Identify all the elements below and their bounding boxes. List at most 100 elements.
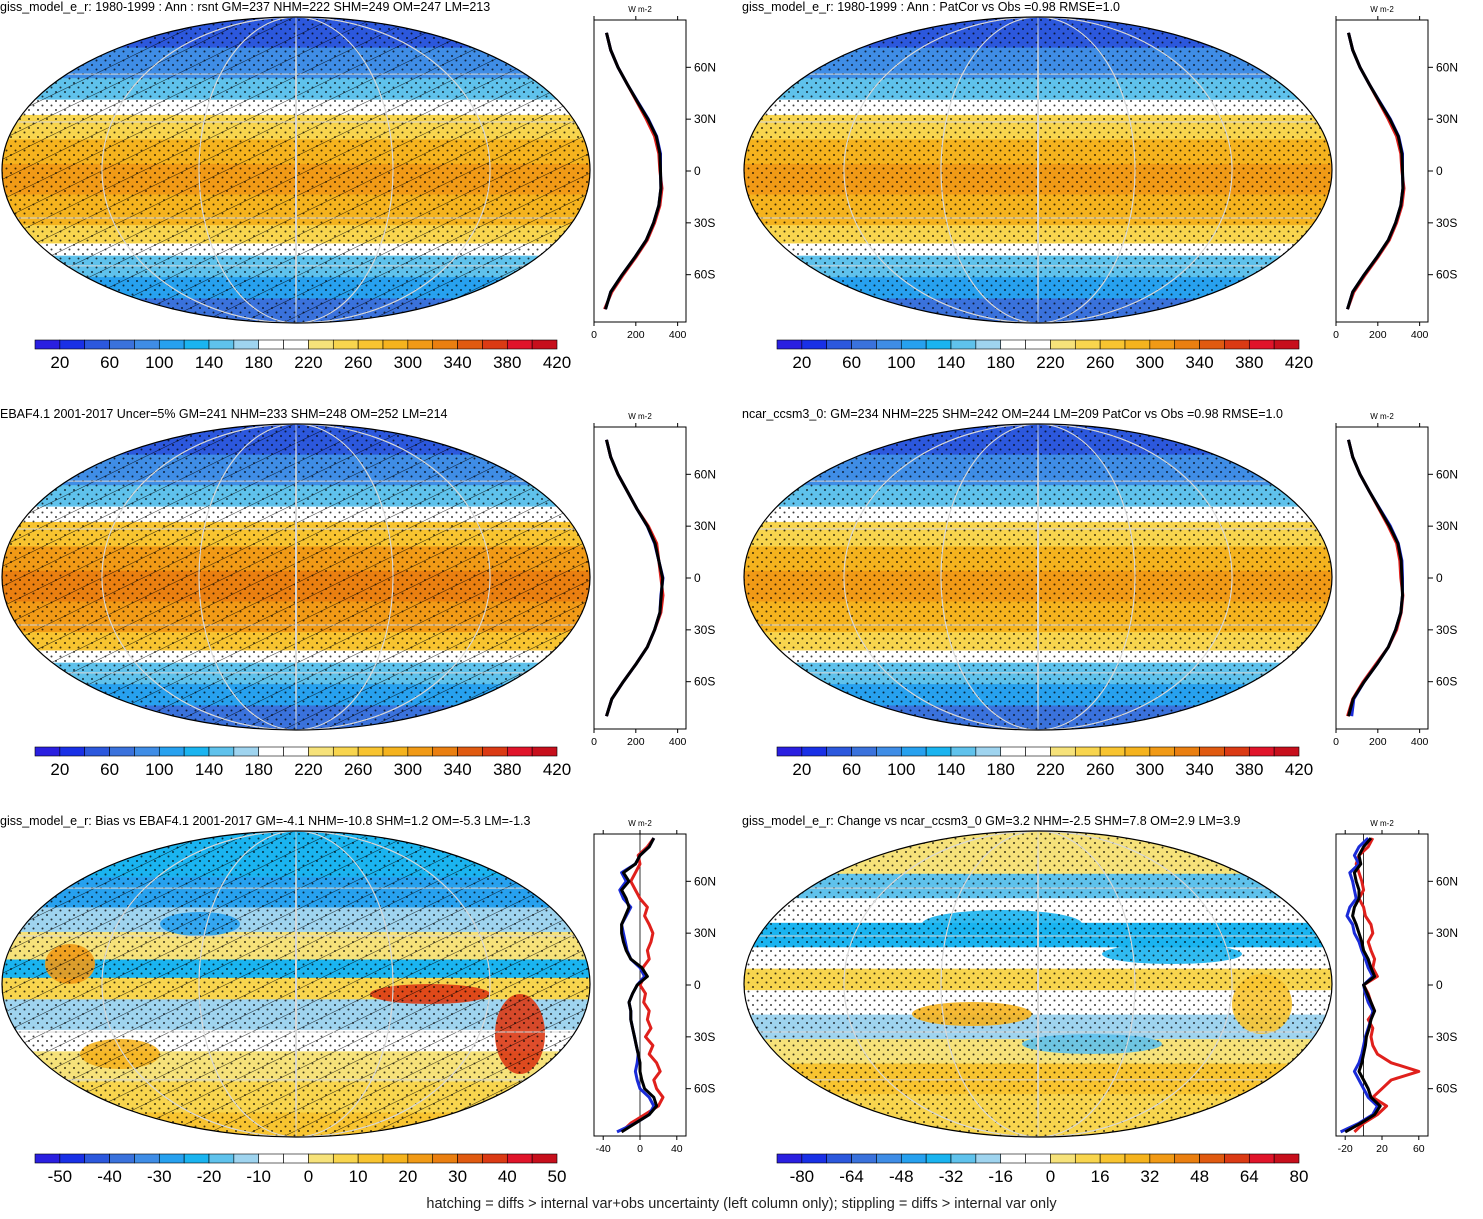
panel-graphic: 20 60 100 140 180 220 260 300 340 380 420 W m-2 60N 3… <box>743 412 1458 779</box>
profile-xtick-label: 200 <box>1369 329 1387 341</box>
colorbar-swatch <box>1050 746 1076 757</box>
zonal-mean-profile: W m-2 60N 30N 0 30S 60S 0 200 400 <box>591 412 716 748</box>
colorbar-swatch <box>900 746 927 757</box>
colorbar-swatch <box>357 339 384 350</box>
colorbar-label: 220 <box>1036 760 1064 779</box>
colorbar-label: -32 <box>939 1167 964 1186</box>
colorbar-swatch <box>482 746 508 757</box>
map-panel: -50 -40 -30 -20 -10 0 10 20 30 40 50 W m-2 60N 30N 0 30… <box>0 814 741 1219</box>
colorbar-label: 40 <box>498 1167 517 1186</box>
colorbar-label: 32 <box>1140 1167 1159 1186</box>
map-field <box>744 17 1332 323</box>
profile-xtick-label: 400 <box>1411 329 1429 341</box>
map-panel: 20 60 100 140 180 220 260 300 340 380 420 W m-2 60N 3… <box>0 407 741 812</box>
profile-xtick-label: 60 <box>1413 1143 1425 1155</box>
colorbar-label: -50 <box>48 1167 73 1186</box>
colorbar-swatch <box>506 746 533 757</box>
profile-ytick-label: 30S <box>694 216 715 230</box>
profile-xtick-label: 400 <box>669 736 687 748</box>
map-field <box>2 831 590 1137</box>
profile-ytick-label: 30N <box>1436 926 1458 940</box>
colorbar-swatch <box>183 746 210 757</box>
profile-ytick-label: 60N <box>694 467 716 481</box>
colorbar-swatch <box>258 746 284 757</box>
profile-ytick-label: 30S <box>1436 1030 1457 1044</box>
map-field <box>744 424 1332 730</box>
colorbar-label: 380 <box>1235 353 1263 372</box>
graticule <box>744 831 1332 1137</box>
profile-xtick-label: 40 <box>671 1143 683 1155</box>
panel-graphic: 20 60 100 140 180 220 260 300 340 380 420 W m-2 60N 3… <box>743 5 1458 372</box>
colorbar-swatch <box>84 746 110 757</box>
colorbar-swatch <box>1273 339 1300 350</box>
colorbar-swatch <box>1124 746 1151 757</box>
colorbar-swatch <box>208 339 235 350</box>
colorbar-swatch <box>183 339 210 350</box>
colorbar-swatch <box>34 746 61 757</box>
colorbar-swatch <box>34 1153 61 1164</box>
profile-ytick-label: 60N <box>1436 60 1458 74</box>
colorbar-label: 180 <box>987 760 1015 779</box>
colorbar-swatch <box>1050 339 1076 350</box>
zonal-mean-profile: W m-2 60N 30N 0 30S 60S -40 0 40 <box>593 819 716 1155</box>
colorbar-swatch <box>1050 1153 1076 1164</box>
colorbar-label: 0 <box>304 1167 313 1186</box>
colorbar-label: 260 <box>1086 353 1114 372</box>
profile-xtick-label: 200 <box>1369 736 1387 748</box>
profile-xtick-label: 0 <box>1333 736 1339 748</box>
colorbar-swatch <box>776 746 803 757</box>
colorbar-swatch <box>84 339 110 350</box>
panel-graphic: -80 -64 -48 -32 -16 0 16 32 48 64 80 W m-2 60N 30N 0 30… <box>743 819 1458 1186</box>
colorbar-label: 140 <box>937 353 965 372</box>
profile-ytick-label: 60N <box>1436 467 1458 481</box>
colorbar-swatch <box>34 339 61 350</box>
colorbar-swatch <box>1074 746 1101 757</box>
colorbar-swatch <box>158 746 185 757</box>
colorbar-swatch <box>407 339 434 350</box>
colorbar-swatch <box>975 1153 1002 1164</box>
colorbar-swatch <box>407 746 434 757</box>
profile-ytick-label: 60N <box>694 874 716 888</box>
profile-ytick-label: 0 <box>694 164 701 178</box>
colorbar-swatch <box>283 746 309 757</box>
profile-unit-label: W m-2 <box>1370 819 1394 828</box>
colorbar-swatch <box>158 339 185 350</box>
colorbar-swatch <box>1273 1153 1300 1164</box>
colorbar-label: 50 <box>548 1167 567 1186</box>
colorbar-swatch <box>1273 746 1300 757</box>
colorbar-label: 100 <box>887 760 915 779</box>
colorbar-swatch <box>1224 1153 1250 1164</box>
colorbar-label: 220 <box>294 353 322 372</box>
colorbar-label: 340 <box>443 760 471 779</box>
colorbar-swatch <box>876 746 902 757</box>
profile-ytick-label: 60S <box>1436 1082 1457 1096</box>
map-panel: -80 -64 -48 -32 -16 0 16 32 48 64 80 W m-2 60N 30N 0 30… <box>742 814 1483 1219</box>
colorbar-swatch <box>776 339 803 350</box>
colorbar-label: -64 <box>839 1167 864 1186</box>
profile-unit-label: W m-2 <box>628 412 652 421</box>
colorbar-label: 10 <box>349 1167 368 1186</box>
colorbar-swatch <box>134 1153 160 1164</box>
colorbar-swatch <box>1025 746 1051 757</box>
colorbar-label: 180 <box>245 760 273 779</box>
colorbar-swatch <box>457 1153 483 1164</box>
colorbar-swatch <box>109 1153 135 1164</box>
colorbar-swatch <box>457 339 483 350</box>
colorbar-swatch <box>308 746 334 757</box>
profile-ytick-label: 0 <box>694 978 701 992</box>
colorbar-label: 220 <box>1036 353 1064 372</box>
colorbar-swatch <box>208 1153 235 1164</box>
colorbar: 20 60 100 140 180 220 260 300 340 380 420 <box>34 746 571 779</box>
colorbar-swatch <box>826 746 852 757</box>
colorbar-label: 180 <box>987 353 1015 372</box>
colorbar-label: -40 <box>97 1167 122 1186</box>
profile-ytick-label: 60S <box>694 1082 715 1096</box>
panel-graphic: 20 60 100 140 180 220 260 300 340 380 420 W m-2 60N 3… <box>1 5 716 372</box>
colorbar-label: -16 <box>988 1167 1013 1186</box>
colorbar-swatch <box>332 1153 359 1164</box>
colorbar-swatch <box>531 1153 558 1164</box>
profile-xtick-label: 400 <box>669 329 687 341</box>
map-panel: 20 60 100 140 180 220 260 300 340 380 420 W m-2 60N 3… <box>742 0 1483 405</box>
profile-xtick-label: 200 <box>627 736 645 748</box>
colorbar-swatch <box>1199 339 1225 350</box>
